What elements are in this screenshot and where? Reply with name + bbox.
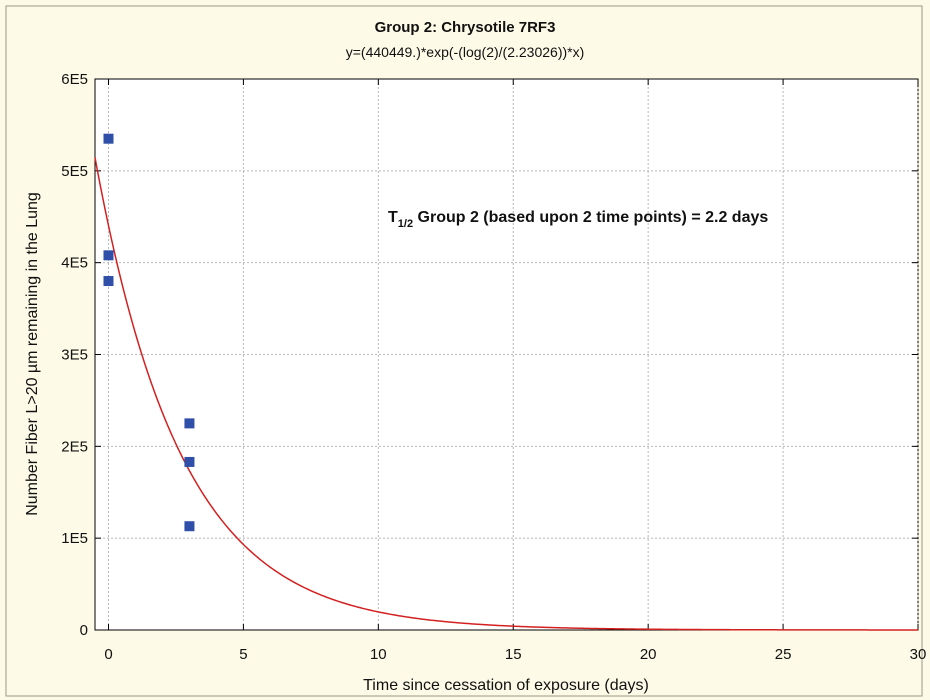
data-point bbox=[103, 250, 114, 261]
data-point bbox=[103, 133, 114, 144]
x-tick-label: 5 bbox=[239, 646, 247, 663]
annotation-prefix: T bbox=[388, 209, 398, 226]
x-axis-title: Time since cessation of exposure (days) bbox=[363, 677, 649, 694]
x-tick-label: 20 bbox=[640, 646, 657, 663]
data-point bbox=[103, 276, 114, 287]
y-tick-label: 0 bbox=[80, 622, 88, 639]
x-tick-label: 15 bbox=[505, 646, 522, 663]
fit-curve-layer bbox=[94, 157, 918, 631]
y-tick-label: 3E5 bbox=[61, 347, 88, 364]
x-axis: 0 5 10 15 20 25 30 bbox=[104, 79, 926, 663]
y-tick-label: 6E5 bbox=[61, 71, 88, 88]
data-points-layer bbox=[103, 133, 195, 532]
annotation-body: Group 2 (based upon 2 time points) = 2.2… bbox=[413, 209, 768, 226]
y-tick-label: 2E5 bbox=[61, 438, 88, 455]
chart-title: Group 2: Chrysotile 7RF3 bbox=[375, 19, 556, 36]
x-tick-label: 0 bbox=[104, 646, 112, 663]
y-tick-label: 4E5 bbox=[61, 255, 88, 272]
y-axis: 0 1E5 2E5 3E5 4E5 5E5 6E5 bbox=[61, 71, 918, 639]
fit-curve bbox=[94, 157, 918, 631]
half-life-annotation: T1/2 Group 2 (based upon 2 time points) … bbox=[388, 209, 768, 230]
y-tick-label: 5E5 bbox=[61, 163, 88, 180]
chart-subtitle: y=(440449.)*exp(-(log(2)/(2.23026))*x) bbox=[346, 44, 585, 60]
gridlines bbox=[95, 79, 919, 630]
annotation-subscript: 1/2 bbox=[398, 218, 413, 230]
x-tick-label: 30 bbox=[910, 646, 927, 663]
y-axis-title: Number Fiber L>20 µm remaining in the Lu… bbox=[24, 192, 41, 516]
x-tick-label: 25 bbox=[775, 646, 792, 663]
plot-area bbox=[94, 78, 919, 631]
chart-frame bbox=[5, 5, 923, 697]
data-point bbox=[184, 456, 195, 467]
data-point bbox=[184, 418, 195, 429]
data-point bbox=[184, 521, 195, 532]
y-tick-label: 1E5 bbox=[61, 530, 88, 547]
x-tick-label: 10 bbox=[370, 646, 387, 663]
